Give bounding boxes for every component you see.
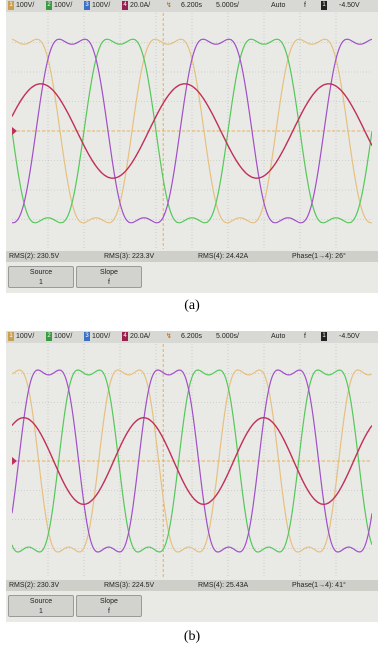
trigger-mode: Auto [271,2,286,9]
waveform-plot-a [12,13,372,249]
ch3-badge: 3 [84,0,90,10]
ch4-badge: 4 [122,331,128,341]
trigger-slope-icon: f [304,333,306,340]
timebase-readout: 5.000s/ [216,333,239,340]
waveform-ch4 [12,417,372,505]
scope-header-a: 1 100V/ 2 100V/ 3 100V/ 4 20.0A/ ↯ 6.200s 5.… [6,0,378,12]
ch1-badge: 1 [8,0,14,10]
trigger-channel-badge: 1 [321,331,327,341]
ch1-scale: 1 100V/ [8,331,34,343]
slope-softkey[interactable]: Slope f [76,266,142,288]
caption-b: (b) [183,629,201,644]
ch3-scale-value: 100V/ [92,333,111,340]
ground-marker-icon [12,127,17,135]
measurement-bar-b: RMS(2): 230.3V RMS(3): 224.5V RMS(4): 25… [6,580,378,591]
ch4-scale: 4 20.0A/ [122,331,150,343]
trigger-level: -4.50V [339,2,360,9]
measurement-rms3: RMS(3): 223.3V [104,253,155,260]
delay-readout: 6.200s [181,2,203,9]
waveform-ch3 [12,369,372,553]
delay-readout: 6.200s [181,333,203,340]
ch1-scale-value: 100V/ [16,2,35,9]
ch3-scale-value: 100V/ [92,2,111,9]
ch3-badge: 3 [84,331,90,341]
measurement-phase: Phase(1→4): 41° [292,582,346,589]
measurement-rms4: RMS(4): 25.43A [198,582,249,589]
measurement-rms2: RMS(2): 230.5V [9,253,60,260]
trigger-marker-icon: ↯ [166,2,172,9]
measurement-rms3: RMS(3): 224.5V [104,582,155,589]
ch4-scale-value: 20.0A/ [130,2,151,9]
ch2-scale: 2 100V/ [46,0,72,12]
trigger-level: -4.50V [339,333,360,340]
waveform-svg-a [12,13,372,249]
trigger-marker-icon: ↯ [166,333,172,340]
timebase-readout: 5.000s/ [216,2,239,9]
measurement-phase: Phase(1→4): 26° [292,253,346,260]
slope-label: Slope [100,598,118,605]
ch3-scale: 3 100V/ [84,0,110,12]
softkey-bar-a: Source 1 Slope f [6,264,378,290]
ch2-scale: 2 100V/ [46,331,72,343]
ch4-scale: 4 20.0A/ [122,0,150,12]
ch1-scale: 1 100V/ [8,0,34,12]
measurement-bar-a: RMS(2): 230.5V RMS(3): 223.3V RMS(4): 24… [6,251,378,262]
ch3-scale: 3 100V/ [84,331,110,343]
ch4-badge: 4 [122,0,128,10]
ground-marker-icon [12,457,17,465]
source-softkey[interactable]: Source 1 [8,595,74,617]
scope-screen-a: 1 100V/ 2 100V/ 3 100V/ 4 20.0A/ ↯ 6.200s 5.… [6,0,378,293]
slope-label: Slope [100,269,118,276]
measurement-rms4: RMS(4): 24.42A [198,253,249,260]
slope-softkey[interactable]: Slope f [76,595,142,617]
ch2-badge: 2 [46,331,52,341]
ch2-scale-value: 100V/ [54,2,73,9]
ch1-scale-value: 100V/ [16,333,35,340]
scope-header-b: 1 100V/ 2 100V/ 3 100V/ 4 20.0A/ ↯ 6.200s 5.… [6,331,378,343]
ch4-scale-value: 20.0A/ [130,333,151,340]
softkey-bar-b: Source 1 Slope f [6,593,378,619]
waveform-svg-b [12,344,372,578]
ch1-badge: 1 [8,331,14,341]
waveform-ch4 [12,83,372,179]
waveform-ch2 [12,369,372,553]
source-label: Source [29,598,53,605]
scope-screen-b: 1 100V/ 2 100V/ 3 100V/ 4 20.0A/ ↯ 6.200s 5.… [6,331,378,622]
slope-value: f [108,279,110,286]
caption-a: (a) [184,298,200,313]
source-softkey[interactable]: Source 1 [8,266,74,288]
trigger-mode: Auto [271,333,286,340]
source-value: 1 [39,279,43,286]
waveform-ch1 [12,369,372,553]
measurement-rms2: RMS(2): 230.3V [9,582,60,589]
trigger-slope-icon: f [304,2,306,9]
trigger-channel-badge: 1 [321,0,327,10]
waveform-ch3 [12,38,372,224]
source-label: Source [29,269,53,276]
ch2-badge: 2 [46,0,52,10]
slope-value: f [108,608,110,615]
source-value: 1 [39,608,43,615]
waveform-plot-b [12,344,372,578]
ch2-scale-value: 100V/ [54,333,73,340]
